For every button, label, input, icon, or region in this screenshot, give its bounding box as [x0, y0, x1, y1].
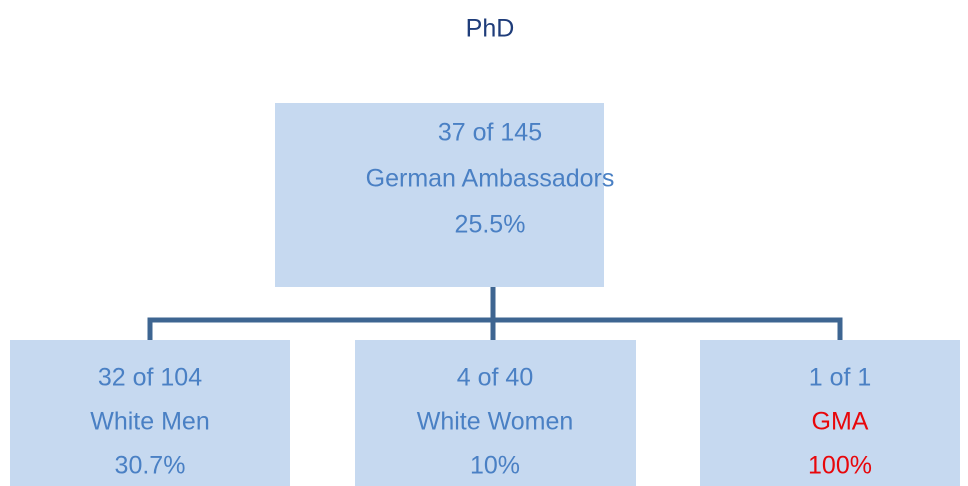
- child-label: White Women: [417, 408, 574, 436]
- child-count: 32 of 104: [98, 364, 202, 392]
- child-count: 4 of 40: [457, 364, 533, 392]
- child-label: GMA: [812, 408, 869, 436]
- title: PhD: [466, 15, 515, 43]
- child-percent: 10%: [470, 452, 520, 480]
- connector: [147, 287, 843, 340]
- child-percent: 100%: [808, 452, 872, 480]
- child-count: 1 of 1: [809, 364, 872, 392]
- child-box: [355, 340, 636, 486]
- child-box: [700, 340, 960, 486]
- root-count: 37 of 145: [438, 119, 542, 147]
- root-percent: 25.5%: [455, 211, 526, 239]
- root-label: German Ambassadors: [366, 165, 615, 193]
- child-percent: 30.7%: [115, 452, 186, 480]
- child-label: White Men: [90, 408, 209, 436]
- child-box: [10, 340, 290, 486]
- root-box: [275, 103, 604, 287]
